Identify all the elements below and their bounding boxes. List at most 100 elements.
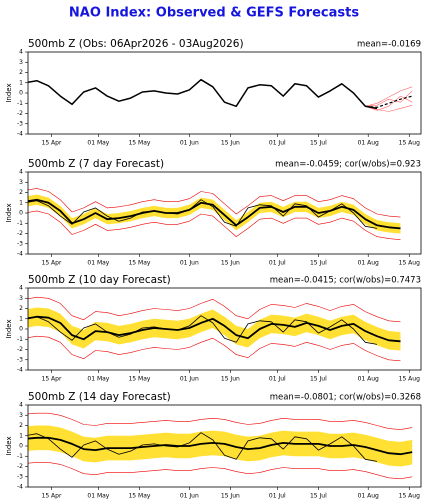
y-tick-label: -2	[17, 463, 23, 470]
panel-title: 500mb Z (Obs: 06Apr2026 - 03Aug2026)	[28, 38, 244, 50]
panel-annotation: mean=-0.0169	[357, 40, 421, 50]
panel-title: 500mb Z (10 day Forecast)	[28, 274, 171, 286]
x-tick-label: 15 May	[128, 140, 150, 147]
y-tick-label: -4	[17, 251, 23, 258]
x-tick-label: 01 May	[87, 493, 109, 500]
y-tick-label: -3	[17, 120, 23, 127]
y-tick-label: 4	[19, 169, 23, 176]
y-tick-label: 0	[19, 443, 23, 450]
spread-band	[28, 425, 413, 467]
x-tick-label: 15 Jul	[310, 260, 327, 267]
x-tick-label: 15 May	[128, 493, 150, 500]
y-tick-label: -1	[17, 336, 23, 343]
series-line	[365, 95, 413, 108]
panel-annotation: mean=-0.0459; cor(w/obs)=0.923	[275, 160, 421, 170]
plot	[28, 296, 401, 362]
y-tick-label: -3	[17, 356, 23, 363]
y-tick-label: -4	[17, 367, 23, 374]
plot	[28, 78, 413, 112]
y-tick-label: 3	[19, 59, 23, 66]
series-line	[365, 86, 413, 107]
x-tick-label: 15 Jun	[221, 140, 240, 147]
series-line	[28, 78, 378, 110]
y-tick-label: 4	[19, 285, 23, 292]
y-tick-label: 3	[19, 412, 23, 419]
y-tick-label: -3	[17, 240, 23, 247]
x-tick-label: 15 Aug	[399, 493, 420, 500]
y-tick-label: 4	[19, 402, 23, 409]
x-tick-label: 15 Aug	[399, 260, 420, 267]
y-tick-label: 2	[19, 69, 23, 76]
panel-annotation: mean=-0.0415; cor(w/obs)=0.7473	[270, 276, 421, 286]
x-tick-label: 15 Jun	[221, 376, 240, 383]
plot-frame	[27, 51, 422, 135]
y-axis-label: Index	[5, 319, 13, 338]
x-tick-label: 15 Jul	[310, 376, 327, 383]
y-tick-label: -1	[17, 100, 23, 107]
panel-title: 500mb Z (7 day Forecast)	[28, 158, 164, 170]
x-tick-label: 01 Jul	[269, 493, 286, 500]
y-tick-label: -4	[17, 484, 23, 491]
figure-title: NAO Index: Observed & GEFS Forecasts	[69, 6, 359, 21]
x-tick-label: 01 Aug	[358, 376, 379, 383]
y-tick-label: -3	[17, 473, 23, 480]
y-tick-label: 3	[19, 179, 23, 186]
x-tick-label: 01 Jul	[269, 260, 286, 267]
plot	[28, 412, 413, 480]
y-tick-label: 3	[19, 295, 23, 302]
x-tick-label: 15 Apr	[42, 260, 62, 267]
series-line	[28, 199, 378, 229]
x-tick-label: 01 Jun	[180, 140, 199, 147]
y-tick-label: 0	[19, 90, 23, 97]
x-tick-label: 15 Aug	[399, 376, 420, 383]
series-line	[28, 432, 378, 462]
y-axis-label: Index	[5, 83, 13, 102]
x-tick-label: 01 Aug	[358, 260, 379, 267]
y-tick-label: 2	[19, 422, 23, 429]
x-tick-label: 01 Aug	[358, 140, 379, 147]
y-tick-label: -2	[17, 110, 23, 117]
series-line	[28, 436, 413, 456]
x-tick-label: 15 May	[128, 260, 150, 267]
series-line	[28, 315, 401, 343]
y-tick-label: 2	[19, 305, 23, 312]
x-tick-label: 01 May	[87, 140, 109, 147]
x-tick-label: 01 Aug	[358, 493, 379, 500]
series-line	[28, 462, 413, 480]
y-axis-label: Index	[5, 436, 13, 455]
y-tick-label: -1	[17, 453, 23, 460]
y-tick-label: -2	[17, 230, 23, 237]
x-tick-label: 01 Jul	[269, 376, 286, 383]
x-tick-label: 15 Jun	[221, 493, 240, 500]
x-tick-label: 15 Apr	[42, 376, 62, 383]
y-tick-label: 4	[19, 49, 23, 56]
x-tick-label: 15 Aug	[399, 140, 420, 147]
series-line	[28, 188, 401, 218]
x-tick-label: 01 Jul	[269, 140, 286, 147]
y-tick-label: 2	[19, 189, 23, 196]
series-line	[28, 412, 413, 430]
spread-band	[28, 307, 401, 351]
y-tick-label: 0	[19, 326, 23, 333]
x-tick-label: 15 Apr	[42, 140, 62, 147]
x-tick-label: 01 Jun	[180, 376, 199, 383]
x-tick-label: 15 Jul	[310, 493, 327, 500]
x-tick-label: 15 Apr	[42, 493, 62, 500]
plot	[28, 188, 401, 240]
spread-band	[28, 194, 401, 234]
y-axis-label: Index	[5, 203, 13, 222]
series-line	[28, 198, 401, 230]
y-tick-label: -4	[17, 131, 23, 138]
series-line	[28, 296, 401, 323]
x-tick-label: 15 Jun	[221, 260, 240, 267]
series-line	[28, 315, 378, 345]
x-tick-label: 01 Jun	[180, 493, 199, 500]
y-tick-label: -1	[17, 220, 23, 227]
y-tick-label: -2	[17, 346, 23, 353]
x-tick-label: 15 Jul	[310, 140, 327, 147]
panel-title: 500mb Z (14 day Forecast)	[28, 391, 171, 403]
x-tick-label: 01 May	[87, 376, 109, 383]
x-tick-label: 01 Jun	[180, 260, 199, 267]
